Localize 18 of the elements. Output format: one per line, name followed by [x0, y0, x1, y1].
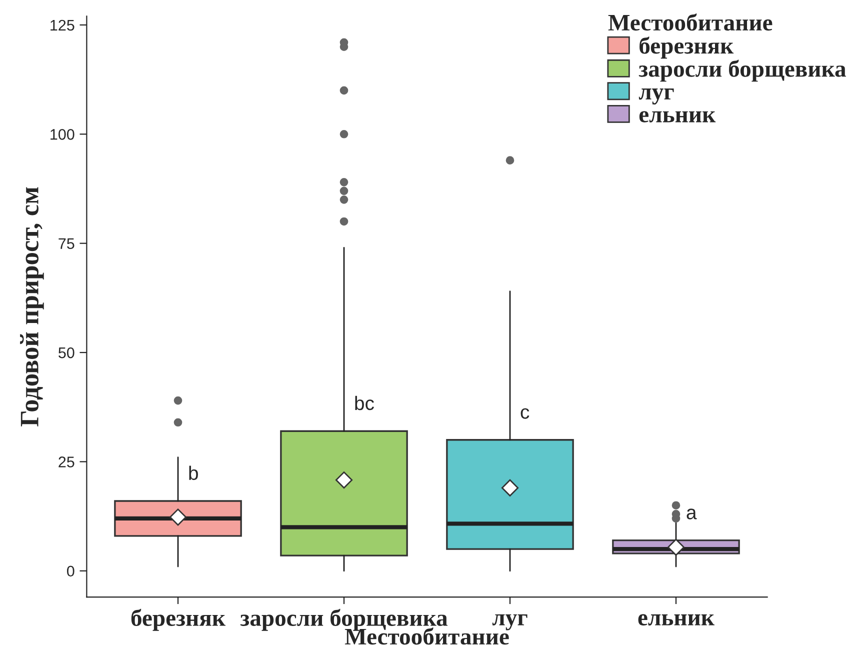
y-axis-title: Годовой прирост, см: [20, 187, 44, 426]
legend-label: заросли борщевика: [638, 60, 846, 82]
legend-title: Местообитание: [608, 14, 772, 31]
x-tick-label: ельник: [638, 614, 714, 626]
annotation: a: [686, 508, 697, 520]
legend-label: ельник: [639, 111, 716, 122]
y-tick-label: 100: [50, 129, 74, 140]
x-tick-label: березняк: [131, 608, 226, 631]
legend-label: луг: [638, 88, 674, 104]
y-tick-label: 125: [50, 20, 74, 31]
annotation: c: [520, 408, 530, 419]
y-tick-label: 25: [58, 456, 74, 468]
annotation: bc: [355, 396, 374, 410]
y-tick-label: 75: [58, 238, 74, 250]
annotation: b: [189, 466, 198, 480]
legend-label: березняк: [640, 36, 734, 59]
y-tick-label: 50: [58, 347, 74, 358]
y-tick-label: 0: [66, 566, 74, 577]
